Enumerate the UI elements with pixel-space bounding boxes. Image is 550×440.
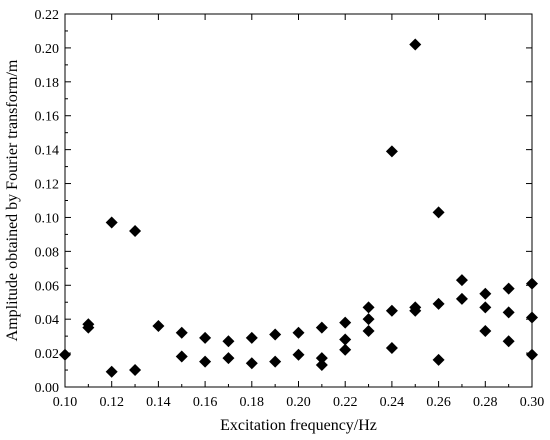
data-point	[432, 353, 445, 366]
data-point	[222, 352, 235, 365]
data-point	[479, 325, 492, 338]
data-point	[105, 365, 118, 378]
data-point	[339, 333, 352, 346]
data-point	[292, 326, 305, 339]
x-tick-label: 0.28	[473, 395, 498, 410]
data-point	[455, 274, 468, 287]
data-point	[269, 355, 282, 368]
data-point	[502, 335, 515, 348]
x-tick-label: 0.24	[380, 395, 405, 410]
data-point	[432, 297, 445, 310]
data-point	[315, 321, 328, 334]
data-point	[269, 328, 282, 341]
data-point	[315, 352, 328, 365]
x-tick-label: 0.22	[333, 395, 358, 410]
data-point	[315, 358, 328, 371]
x-axis-title: Excitation frequency/Hz	[220, 417, 377, 434]
data-point	[409, 38, 422, 51]
y-tick-label: 0.10	[35, 211, 60, 226]
data-point	[129, 364, 142, 377]
data-point	[339, 343, 352, 356]
data-point	[59, 348, 71, 361]
data-point	[339, 316, 352, 329]
data-point	[175, 326, 188, 339]
y-tick-label: 0.22	[35, 8, 60, 23]
data-point	[385, 304, 398, 317]
data-point	[455, 292, 468, 305]
data-point	[362, 313, 375, 326]
data-point	[292, 348, 305, 361]
x-tick-label: 0.20	[286, 395, 311, 410]
x-tick-label: 0.18	[240, 395, 265, 410]
x-tick-label: 0.26	[426, 395, 451, 410]
y-tick-label: 0.14	[35, 144, 60, 159]
data-point	[82, 321, 95, 334]
data-point	[152, 319, 165, 332]
y-axis-ticks: 0.00 0.02 0.04 0.06 0.08 0.10 0.12 0.14 0.16 0.18…	[35, 8, 532, 396]
x-tick-label: 0.14	[146, 395, 171, 410]
y-tick-label: 0.08	[35, 245, 60, 260]
data-point	[129, 225, 142, 238]
y-axis-title: Amplitude obtained by Fourier transform/…	[4, 59, 21, 341]
x-tick-label: 0.12	[99, 395, 124, 410]
x-tick-label: 0.16	[193, 395, 218, 410]
data-point	[385, 342, 398, 355]
data-point	[385, 145, 398, 158]
data-point	[432, 206, 445, 219]
data-point	[245, 357, 258, 370]
y-tick-label: 0.12	[35, 178, 60, 193]
data-point	[526, 277, 538, 290]
x-tick-label: 0.10	[53, 395, 78, 410]
data-point	[199, 355, 212, 368]
data-point	[409, 304, 422, 317]
y-tick-label: 0.18	[35, 76, 60, 91]
data-markers	[59, 38, 538, 378]
data-point	[502, 306, 515, 319]
data-point	[245, 331, 258, 344]
x-axis-ticks: 0.10 0.12 0.14 0.16 0.18 0.20 0.22 0.24 0.26 0.28…	[53, 14, 545, 410]
data-point	[175, 350, 188, 363]
y-tick-label: 0.02	[35, 347, 60, 362]
y-tick-label: 0.20	[35, 42, 60, 57]
data-point	[479, 287, 492, 300]
data-point	[526, 311, 538, 324]
data-point	[362, 325, 375, 338]
y-tick-label: 0.04	[35, 313, 60, 328]
data-point	[222, 335, 235, 348]
y-tick-label: 0.00	[35, 381, 60, 396]
y-tick-label: 0.16	[35, 110, 60, 125]
y-tick-label: 0.06	[35, 279, 60, 294]
data-point	[362, 301, 375, 314]
data-point	[526, 348, 538, 361]
data-point	[199, 331, 212, 344]
data-point	[479, 301, 492, 314]
data-point	[105, 216, 118, 229]
data-point	[502, 282, 515, 295]
x-tick-label: 0.30	[520, 395, 545, 410]
